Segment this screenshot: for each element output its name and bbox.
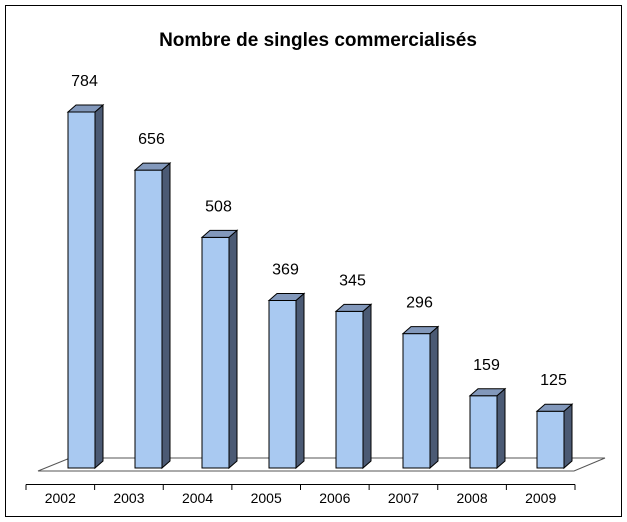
bar-side [429,325,439,470]
x-tick-label: 2006 [319,490,350,506]
bar-front [402,333,431,469]
x-tick-label: 2009 [525,490,556,506]
bar-top [334,303,373,312]
value-label: 125 [540,372,567,389]
bar-front [268,299,297,469]
bar [535,403,574,470]
bar-side [161,162,171,470]
bar-top [401,326,440,335]
bar [66,103,105,470]
bar-side [295,292,305,470]
bar-top [535,403,574,412]
value-label: 345 [339,272,366,289]
bar [133,162,172,470]
bar-front [134,169,163,469]
bar-top [468,388,507,397]
bar-front [536,410,565,469]
bar-side [362,303,372,470]
bar [334,303,373,470]
bar-side [563,403,573,470]
bar-top [66,104,105,113]
value-label: 656 [138,131,165,148]
value-label: 296 [406,295,433,312]
value-label: 369 [272,261,299,278]
value-label: 784 [71,73,98,90]
bar [267,292,306,470]
bar-top [267,292,306,301]
x-tick-label: 2003 [113,490,144,506]
floor [37,457,606,472]
chart-title: Nombre de singles commercialisés [159,30,477,51]
x-tick-label: 2007 [388,490,419,506]
bar-front [201,236,230,469]
bar-front [335,310,364,469]
bar-side [94,103,104,470]
bar-side [228,229,238,470]
value-label: 159 [473,357,500,374]
bar-front [67,111,96,469]
value-label: 508 [205,198,232,215]
x-tick-label: 2008 [456,490,487,506]
bar-front [469,395,498,469]
bar [401,325,440,470]
chart-frame [5,5,622,517]
bar [468,387,507,470]
bar-top [200,229,239,238]
x-tick-label: 2005 [251,490,282,506]
bar [200,229,239,470]
x-tick-label: 2004 [182,490,213,506]
bar-top [133,162,172,171]
x-tick-label: 2002 [45,490,76,506]
bar-side [496,387,506,470]
